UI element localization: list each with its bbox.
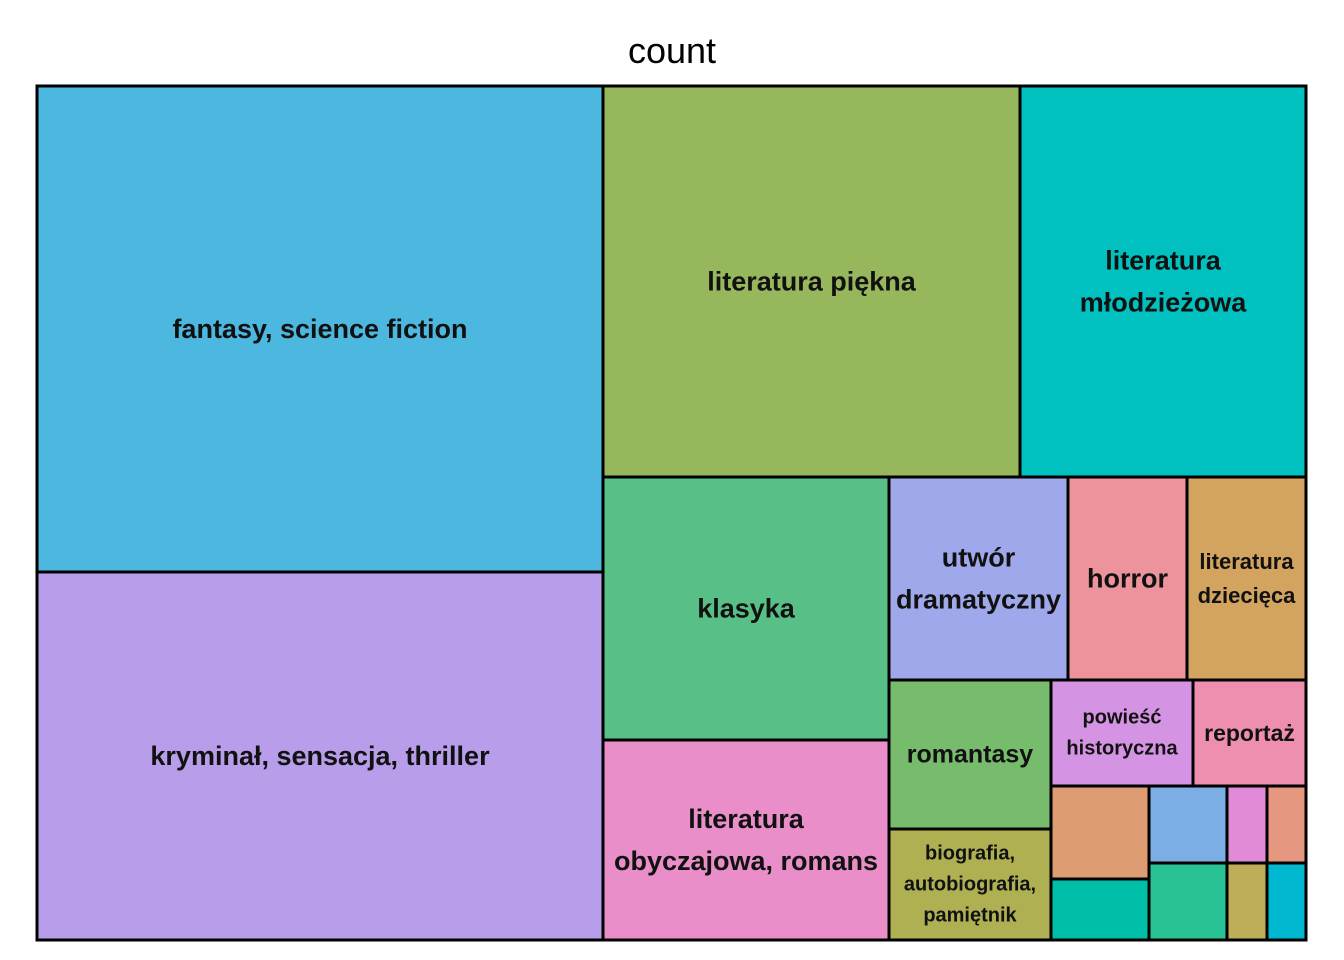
tile-label-10-2: pamiętnik — [923, 905, 1017, 927]
treemap-tile-4 — [601, 475, 891, 742]
tile-label-5-0: literatura — [688, 804, 805, 834]
tile-label-8-1: dziecięca — [1198, 583, 1297, 608]
treemap-tile-16 — [1147, 861, 1229, 942]
treemap-tile-13 — [1049, 784, 1151, 881]
chart-title: count — [627, 30, 717, 71]
treemap-tile-14 — [1049, 877, 1151, 942]
tile-label-12-0: reportaż — [1204, 720, 1295, 746]
tile-label-10-0: biografia, — [925, 843, 1015, 865]
tile-label-11-0: powieść — [1083, 707, 1162, 729]
treemap-tile-5 — [601, 738, 891, 942]
tile-label-1-0: kryminał, sensacja, thriller — [150, 741, 490, 771]
tile-label-11-1: historyczna — [1066, 738, 1178, 760]
treemap-tile-0 — [35, 84, 605, 574]
treemap-tile-12 — [1191, 678, 1308, 788]
treemap-tile-2 — [601, 84, 1022, 479]
tile-label-0-0: fantasy, science fiction — [172, 314, 467, 344]
tile-label-6-0: utwór — [942, 543, 1016, 573]
treemap-tile-19 — [1265, 784, 1308, 865]
tile-label-5-1: obyczajowa, romans — [614, 846, 878, 876]
tile-label-3-0: literatura — [1105, 246, 1222, 276]
treemap-tile-18 — [1225, 861, 1269, 942]
tile-label-6-1: dramatyczny — [896, 584, 1061, 614]
treemap-tile-8 — [1185, 475, 1308, 682]
treemap-tile-11 — [1049, 678, 1195, 788]
tile-label-10-1: autobiografia, — [904, 874, 1036, 896]
tile-label-9-0: romantasy — [907, 741, 1034, 769]
treemap-tile-6 — [887, 475, 1070, 682]
treemap-tile-1 — [35, 570, 605, 942]
treemap-tile-15 — [1147, 784, 1229, 865]
treemap-tile-20 — [1265, 861, 1308, 942]
tile-label-4-0: klasyka — [697, 594, 796, 624]
treemap-tile-3 — [1018, 84, 1308, 479]
tile-label-3-1: młodzieżowa — [1080, 287, 1248, 317]
tile-label-8-0: literatura — [1199, 549, 1294, 574]
treemap-tile-17 — [1225, 784, 1269, 865]
tile-label-2-0: literatura piękna — [707, 267, 917, 297]
tile-label-7-0: horror — [1087, 564, 1168, 594]
